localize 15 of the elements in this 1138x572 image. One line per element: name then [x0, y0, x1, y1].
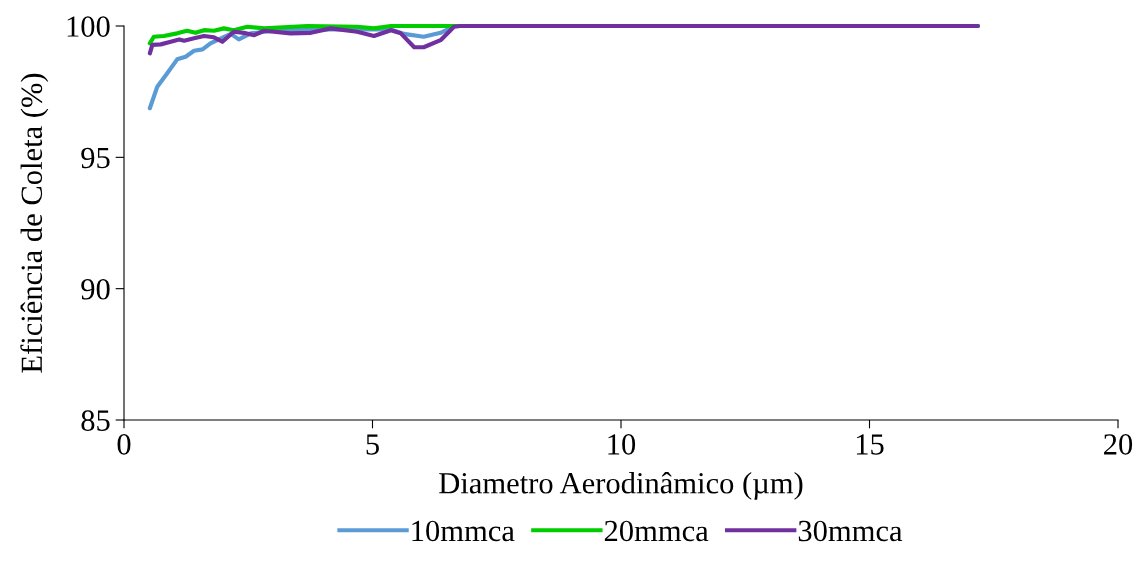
- legend-label: 10mmca: [412, 520, 515, 542]
- x-tick-label: 10: [608, 434, 636, 455]
- x-axis-title: Diametro Aerodinâmico (µm): [439, 472, 803, 500]
- x-tick-label: 20: [1104, 434, 1133, 455]
- y-tick-label: 85: [81, 410, 110, 431]
- x-tick-label: 5: [366, 434, 379, 455]
- y-tick-label: 95: [81, 147, 110, 169]
- x-tick-label: 15: [856, 434, 884, 455]
- y-tick-label: 90: [81, 278, 110, 300]
- y-axis-title: Eficiência de Coleta (%): [20, 73, 49, 373]
- legend-label: 20mmca: [604, 520, 709, 542]
- x-tick-label: 0: [117, 434, 131, 455]
- y-tick-label: 100: [67, 16, 110, 37]
- legend-label: 30mmca: [798, 520, 903, 542]
- line-series: [147, 23, 980, 56]
